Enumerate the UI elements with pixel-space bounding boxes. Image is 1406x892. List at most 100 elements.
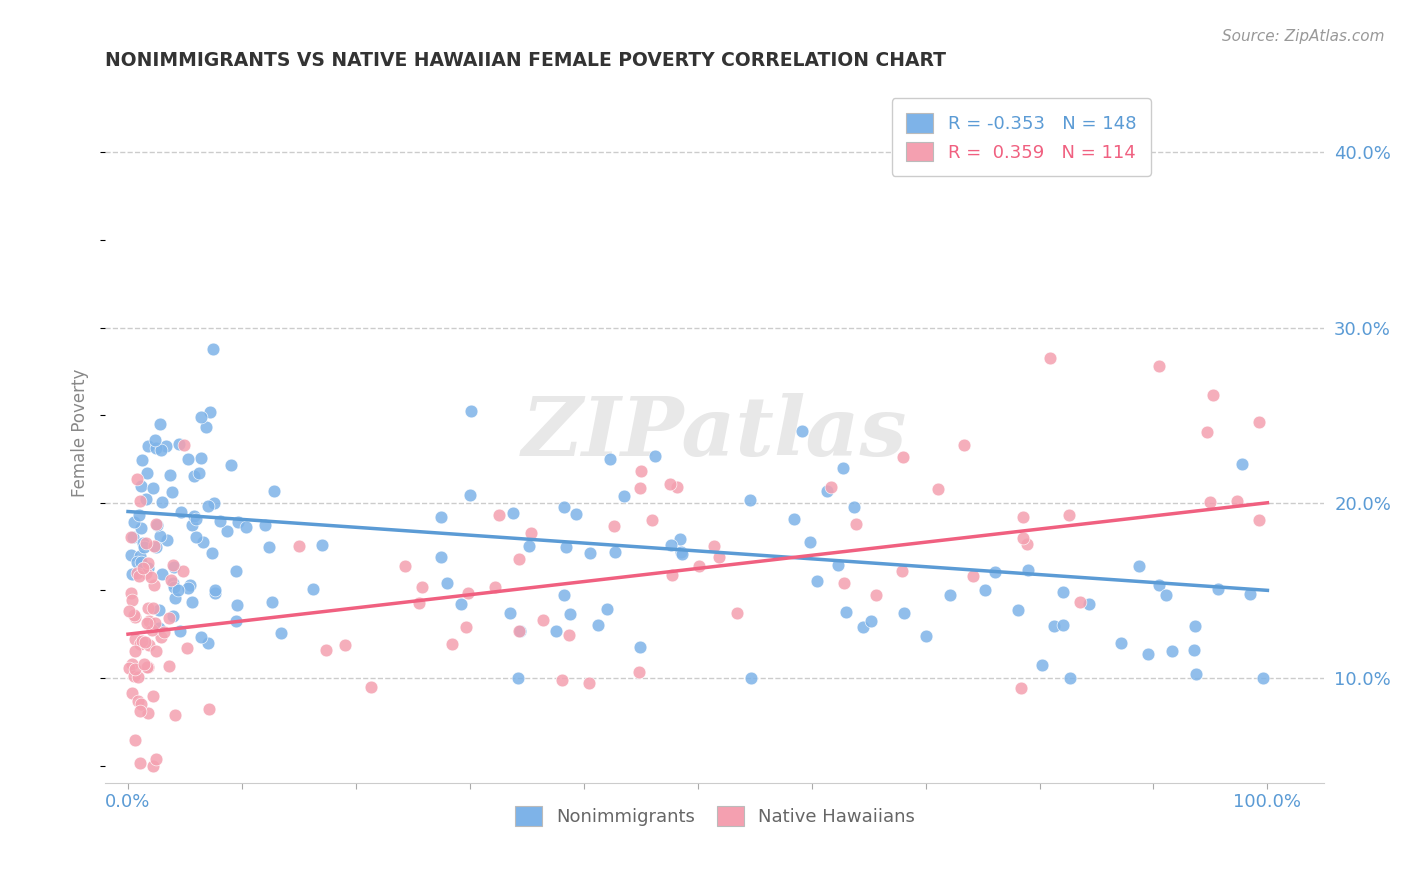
Point bbox=[553, 589, 575, 603]
Point bbox=[132, 536, 155, 550]
Point bbox=[122, 669, 145, 683]
Point bbox=[842, 500, 865, 515]
Point bbox=[225, 598, 247, 612]
Point bbox=[832, 461, 855, 475]
Point bbox=[157, 611, 180, 625]
Text: Source: ZipAtlas.com: Source: ZipAtlas.com bbox=[1222, 29, 1385, 44]
Point bbox=[288, 539, 311, 553]
Point bbox=[180, 595, 202, 609]
Point bbox=[311, 538, 333, 552]
Point bbox=[984, 565, 1007, 579]
Point bbox=[136, 561, 159, 575]
Point bbox=[201, 546, 224, 560]
Point bbox=[263, 483, 285, 498]
Point bbox=[138, 639, 160, 653]
Point bbox=[891, 450, 914, 464]
Point bbox=[149, 529, 172, 543]
Point bbox=[150, 567, 173, 582]
Point bbox=[131, 452, 153, 467]
Point bbox=[939, 588, 962, 602]
Point bbox=[124, 644, 146, 658]
Point bbox=[671, 547, 693, 561]
Point bbox=[551, 673, 574, 687]
Point bbox=[270, 626, 292, 640]
Point bbox=[148, 621, 170, 635]
Point bbox=[128, 705, 150, 719]
Point bbox=[145, 644, 167, 658]
Point bbox=[661, 568, 683, 582]
Point bbox=[253, 517, 276, 532]
Point bbox=[1077, 597, 1099, 611]
Point bbox=[520, 526, 543, 541]
Point bbox=[1184, 619, 1206, 633]
Point bbox=[613, 489, 636, 503]
Point bbox=[578, 676, 600, 690]
Point bbox=[1202, 388, 1225, 402]
Point bbox=[145, 752, 167, 766]
Point bbox=[668, 532, 690, 546]
Point bbox=[120, 530, 142, 544]
Point bbox=[1010, 681, 1032, 696]
Point bbox=[202, 496, 225, 510]
Point bbox=[121, 657, 143, 672]
Point bbox=[141, 758, 163, 772]
Point bbox=[806, 574, 828, 588]
Point bbox=[190, 450, 212, 465]
Point bbox=[498, 606, 520, 620]
Point bbox=[669, 545, 692, 559]
Point bbox=[120, 548, 142, 562]
Point bbox=[659, 477, 682, 491]
Point bbox=[176, 451, 198, 466]
Point bbox=[1197, 425, 1219, 439]
Point bbox=[333, 638, 356, 652]
Point bbox=[142, 601, 165, 615]
Point bbox=[1206, 582, 1229, 597]
Point bbox=[394, 559, 416, 574]
Point bbox=[484, 580, 506, 594]
Point bbox=[135, 566, 157, 581]
Point bbox=[790, 424, 813, 438]
Point bbox=[153, 624, 176, 639]
Point bbox=[508, 624, 530, 638]
Point bbox=[703, 539, 725, 553]
Point bbox=[301, 582, 323, 597]
Point bbox=[215, 524, 238, 538]
Point bbox=[128, 549, 150, 563]
Point bbox=[707, 550, 730, 565]
Point bbox=[457, 586, 479, 600]
Point bbox=[202, 342, 225, 356]
Point bbox=[1249, 513, 1271, 527]
Point bbox=[454, 619, 477, 633]
Point bbox=[517, 539, 540, 553]
Point bbox=[122, 515, 145, 529]
Point bbox=[200, 404, 222, 418]
Point bbox=[129, 637, 152, 651]
Point bbox=[142, 481, 165, 495]
Legend: Nonimmigrants, Native Hawaiians: Nonimmigrants, Native Hawaiians bbox=[508, 799, 922, 834]
Point bbox=[136, 466, 159, 480]
Point bbox=[169, 505, 191, 519]
Point bbox=[128, 508, 150, 523]
Point bbox=[962, 569, 984, 583]
Point bbox=[184, 529, 207, 543]
Point bbox=[136, 706, 159, 720]
Point bbox=[177, 581, 200, 595]
Point bbox=[1109, 636, 1132, 650]
Point bbox=[257, 540, 280, 554]
Point bbox=[197, 636, 219, 650]
Point bbox=[118, 604, 141, 618]
Point bbox=[820, 480, 842, 494]
Point bbox=[579, 546, 602, 560]
Point bbox=[360, 680, 382, 694]
Point bbox=[799, 535, 821, 549]
Point bbox=[129, 756, 152, 771]
Point bbox=[1017, 537, 1039, 551]
Point bbox=[121, 566, 143, 581]
Point bbox=[1052, 585, 1074, 599]
Point bbox=[132, 540, 155, 554]
Point bbox=[124, 632, 146, 646]
Point bbox=[644, 449, 666, 463]
Point bbox=[460, 404, 482, 418]
Point bbox=[163, 559, 186, 574]
Point bbox=[599, 452, 621, 467]
